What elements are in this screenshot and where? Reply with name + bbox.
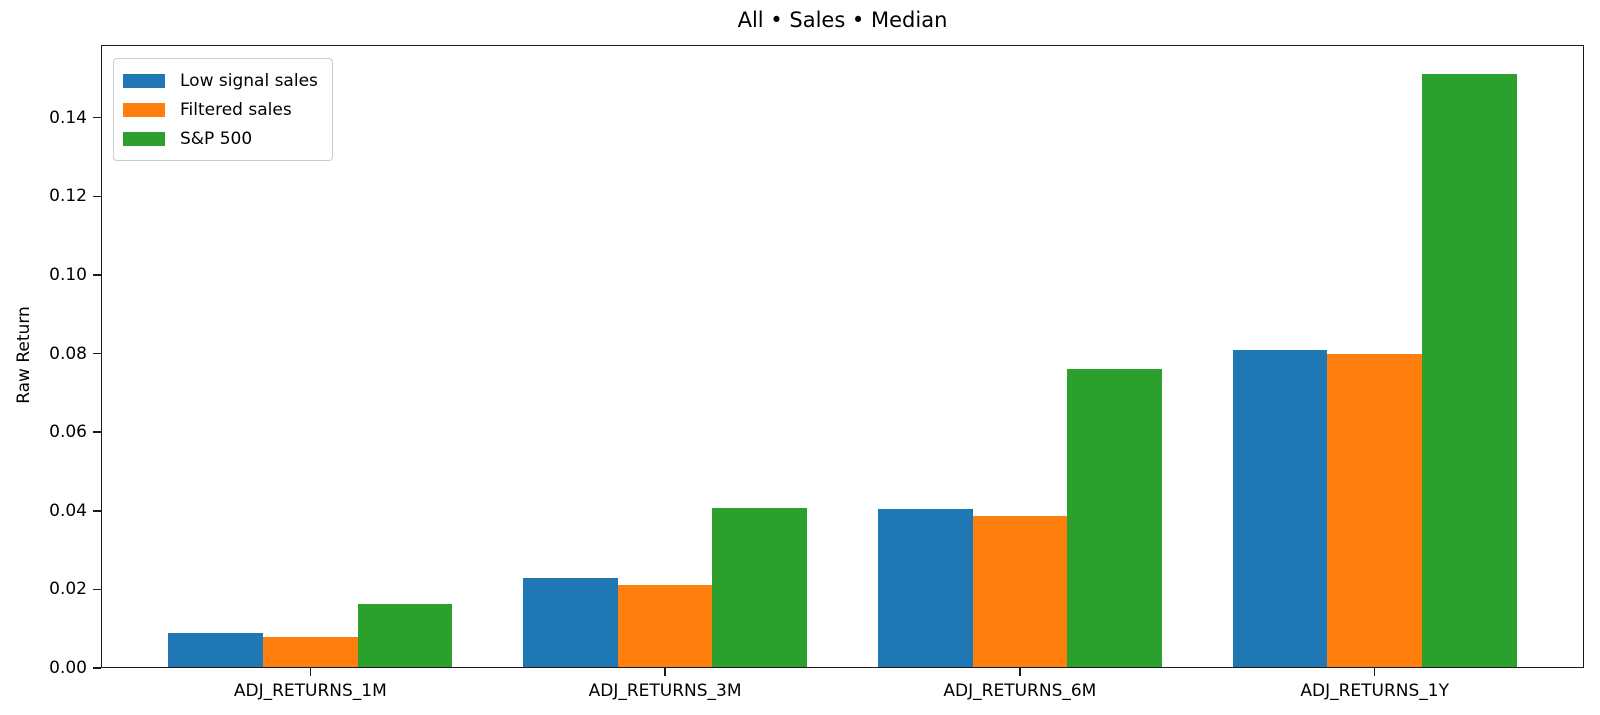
y-tick-label: 0.14 <box>49 107 87 128</box>
bar-low-signal-sales-adj_returns_1m <box>168 633 263 668</box>
y-tick-mark <box>93 667 101 669</box>
bar-s-p-500-adj_returns_1m <box>358 604 452 668</box>
y-tick-label: 0.08 <box>49 343 87 364</box>
bar-filtered-sales-adj_returns_3m <box>618 585 712 668</box>
y-tick-mark <box>93 274 101 276</box>
legend-label: Low signal sales <box>180 70 318 91</box>
legend-label: Filtered sales <box>180 99 292 120</box>
legend-item: Filtered sales <box>123 95 318 124</box>
y-tick-mark <box>93 116 101 119</box>
y-tick-mark <box>93 195 101 198</box>
bar-s-p-500-adj_returns_6m <box>1067 369 1162 668</box>
x-tick-label: ADJ_RETURNS_1M <box>233 681 387 701</box>
legend-swatch-icon <box>123 102 165 117</box>
bar-filtered-sales-adj_returns_1y <box>1327 354 1422 668</box>
legend-item: Low signal sales <box>123 66 318 95</box>
bar-filtered-sales-adj_returns_6m <box>973 516 1067 668</box>
y-tick-mark <box>93 352 101 355</box>
x-tick-label: ADJ_RETURNS_6M <box>943 681 1097 701</box>
y-tick-label: 0.12 <box>49 186 87 207</box>
legend-swatch-icon <box>123 131 165 146</box>
bar-low-signal-sales-adj_returns_3m <box>523 578 618 668</box>
x-tick-label: ADJ_RETURNS_3M <box>588 681 742 701</box>
legend-label: S&P 500 <box>180 128 253 149</box>
x-tick-mark <box>1019 668 1021 676</box>
chart-title: All • Sales • Median <box>737 8 948 32</box>
y-tick-mark <box>93 431 101 433</box>
x-tick-mark <box>309 668 312 676</box>
y-tick-label: 0.10 <box>49 264 87 285</box>
legend-swatch-icon <box>123 73 165 88</box>
x-tick-label: ADJ_RETURNS_1Y <box>1300 681 1449 701</box>
legend: Low signal sales Filtered sales S&P 500 <box>113 58 333 161</box>
y-tick-label: 0.02 <box>49 579 87 600</box>
y-tick-mark <box>93 588 101 591</box>
bar-s-p-500-adj_returns_1y <box>1422 74 1517 668</box>
y-tick-label: 0.06 <box>49 422 87 443</box>
x-tick-mark <box>1373 668 1376 676</box>
legend-item: S&P 500 <box>123 124 318 153</box>
y-tick-label: 0.04 <box>49 500 87 521</box>
bar-low-signal-sales-adj_returns_6m <box>878 509 973 668</box>
bar-s-p-500-adj_returns_3m <box>712 508 807 668</box>
y-tick-label: 0.00 <box>49 658 87 678</box>
bar-low-signal-sales-adj_returns_1y <box>1233 350 1327 668</box>
y-tick-mark <box>93 510 101 512</box>
bar-filtered-sales-adj_returns_1m <box>263 637 358 668</box>
x-tick-mark <box>664 668 666 676</box>
